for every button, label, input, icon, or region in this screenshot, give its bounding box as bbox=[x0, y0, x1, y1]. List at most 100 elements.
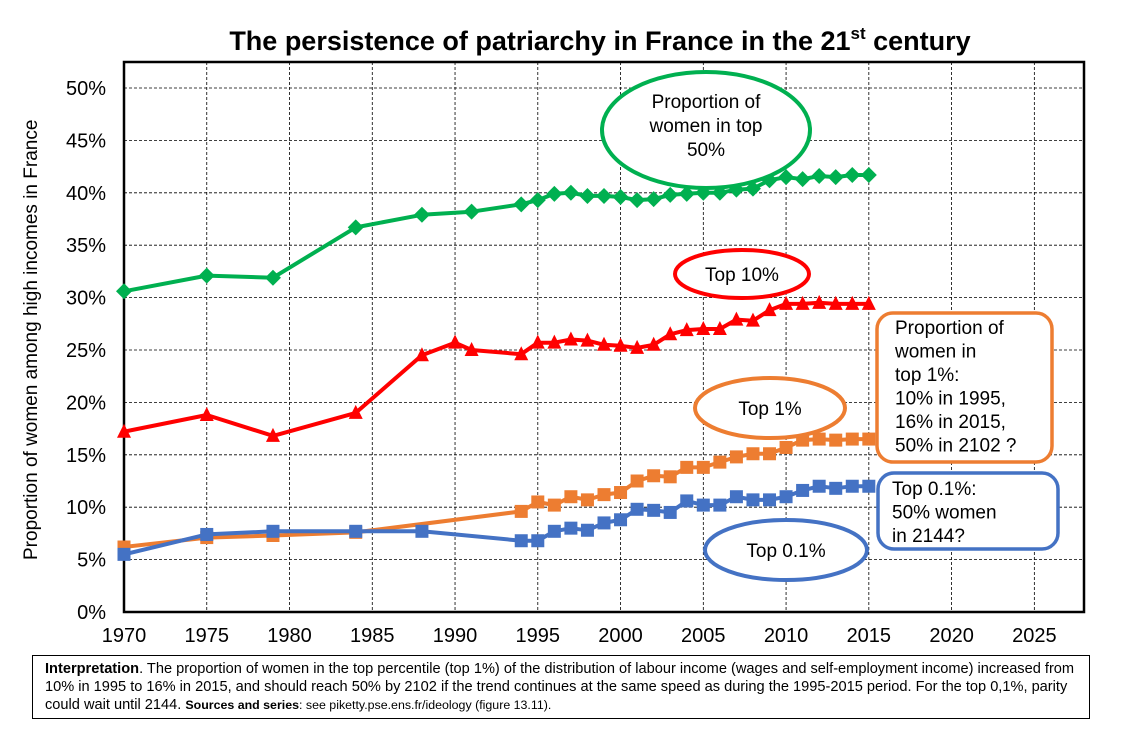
data-point bbox=[645, 191, 662, 208]
annotation-text: Top 0.1%: bbox=[892, 479, 977, 500]
data-point bbox=[860, 166, 877, 183]
data-point bbox=[547, 334, 562, 349]
data-point bbox=[712, 321, 727, 336]
data-point bbox=[845, 432, 859, 446]
annotation-box bbox=[875, 311, 1054, 464]
data-point bbox=[614, 513, 628, 527]
interpretation-label: Interpretation bbox=[45, 661, 140, 677]
data-point bbox=[612, 188, 629, 205]
data-point bbox=[680, 494, 694, 508]
data-point bbox=[647, 469, 661, 483]
y-tick-label: 25% bbox=[66, 340, 106, 362]
annotation-text: 50% in 2102 ? bbox=[895, 436, 1017, 457]
data-point bbox=[531, 495, 545, 509]
annotation-text: 50% women bbox=[892, 503, 997, 524]
data-point bbox=[828, 295, 843, 310]
data-point bbox=[812, 294, 827, 309]
y-tick-label: 35% bbox=[66, 235, 106, 257]
data-point bbox=[580, 332, 595, 347]
x-tick-label: 2025 bbox=[1012, 625, 1057, 647]
data-point bbox=[811, 168, 828, 185]
x-tick-label: 2005 bbox=[681, 625, 726, 647]
data-point bbox=[663, 470, 677, 484]
y-tick-label: 20% bbox=[66, 392, 106, 414]
annotation-text: women in bbox=[894, 342, 976, 363]
y-tick-label: 40% bbox=[66, 183, 106, 205]
data-point bbox=[613, 337, 628, 352]
chart-title-suffix: century bbox=[865, 26, 971, 56]
annotation-box bbox=[876, 471, 1060, 551]
data-point bbox=[348, 404, 363, 419]
interpretation-text: . The proportion of women in the top per… bbox=[45, 661, 1075, 713]
chart-title-main: The persistence of patriarchy in France … bbox=[229, 26, 851, 56]
data-point bbox=[862, 432, 876, 446]
data-point bbox=[829, 481, 843, 495]
data-point bbox=[629, 192, 646, 209]
interpretation-box: Interpretation. The proportion of women … bbox=[32, 655, 1090, 719]
x-tick-label: 2010 bbox=[764, 625, 809, 647]
chart-title: The persistence of patriarchy in France … bbox=[0, 24, 1144, 57]
data-point bbox=[779, 295, 794, 310]
data-point bbox=[630, 339, 645, 354]
data-point bbox=[347, 219, 364, 236]
data-point bbox=[829, 433, 843, 447]
annotation-text: top 1%: bbox=[895, 365, 959, 386]
plot-area: 0% 5% 10% 15% 20% 25% 30% 35% 40% 45% 50% 1970 1975 1… bbox=[66, 60, 1086, 647]
data-point bbox=[415, 524, 429, 538]
y-tick-label: 5% bbox=[77, 550, 106, 572]
data-point bbox=[264, 269, 281, 286]
y-tick-label: 50% bbox=[66, 78, 106, 100]
plot-frame bbox=[122, 60, 1086, 614]
x-tick-label: 1975 bbox=[185, 625, 230, 647]
data-point bbox=[562, 184, 579, 201]
data-point bbox=[117, 423, 131, 438]
data-point bbox=[763, 493, 777, 507]
data-point bbox=[812, 479, 826, 493]
annotation-text: Top 10% bbox=[705, 265, 779, 286]
data-point bbox=[266, 524, 280, 538]
data-point bbox=[845, 295, 860, 310]
data-point bbox=[116, 283, 132, 300]
data-point bbox=[580, 523, 594, 537]
annotation-text: 16% in 2015, bbox=[895, 412, 1006, 433]
data-point bbox=[413, 206, 430, 223]
data-point bbox=[844, 166, 861, 183]
y-tick-label: 30% bbox=[66, 288, 106, 310]
annotation-text: Proportion of bbox=[895, 318, 1005, 339]
data-point bbox=[580, 493, 594, 507]
annotation-text: 10% in 1995, bbox=[895, 389, 1006, 410]
annotation-ellipse bbox=[600, 70, 812, 190]
data-point bbox=[647, 503, 661, 517]
series-line bbox=[123, 173, 869, 294]
annotation-ellipse bbox=[673, 248, 811, 300]
data-point bbox=[729, 311, 744, 326]
chart: The persistence of patriarchy in France … bbox=[0, 24, 1144, 647]
annotation-text: in 2144? bbox=[892, 526, 965, 547]
data-point bbox=[463, 203, 480, 220]
data-point bbox=[198, 267, 215, 284]
annotation-text: Top 1% bbox=[738, 399, 801, 420]
data-point bbox=[696, 498, 710, 512]
data-point bbox=[663, 326, 678, 341]
data-point bbox=[762, 302, 777, 317]
x-tick-label: 2020 bbox=[929, 625, 974, 647]
data-point bbox=[746, 493, 760, 507]
data-point bbox=[546, 185, 563, 202]
data-point bbox=[564, 490, 578, 504]
data-point bbox=[529, 192, 546, 209]
annotation-ellipse bbox=[703, 518, 869, 582]
data-point bbox=[796, 483, 810, 497]
data-point bbox=[614, 486, 628, 500]
data-point bbox=[779, 440, 793, 454]
data-point bbox=[662, 186, 679, 203]
data-point bbox=[778, 169, 795, 186]
data-point bbox=[713, 455, 727, 469]
data-point bbox=[745, 312, 760, 327]
data-point bbox=[812, 432, 826, 446]
data-point bbox=[696, 460, 710, 474]
data-point bbox=[563, 331, 578, 346]
data-point bbox=[680, 460, 694, 474]
sources-text: : see piketty.pse.ens.fr/ideology (figur… bbox=[299, 698, 552, 712]
data-point bbox=[579, 187, 596, 204]
data-point bbox=[763, 447, 777, 461]
